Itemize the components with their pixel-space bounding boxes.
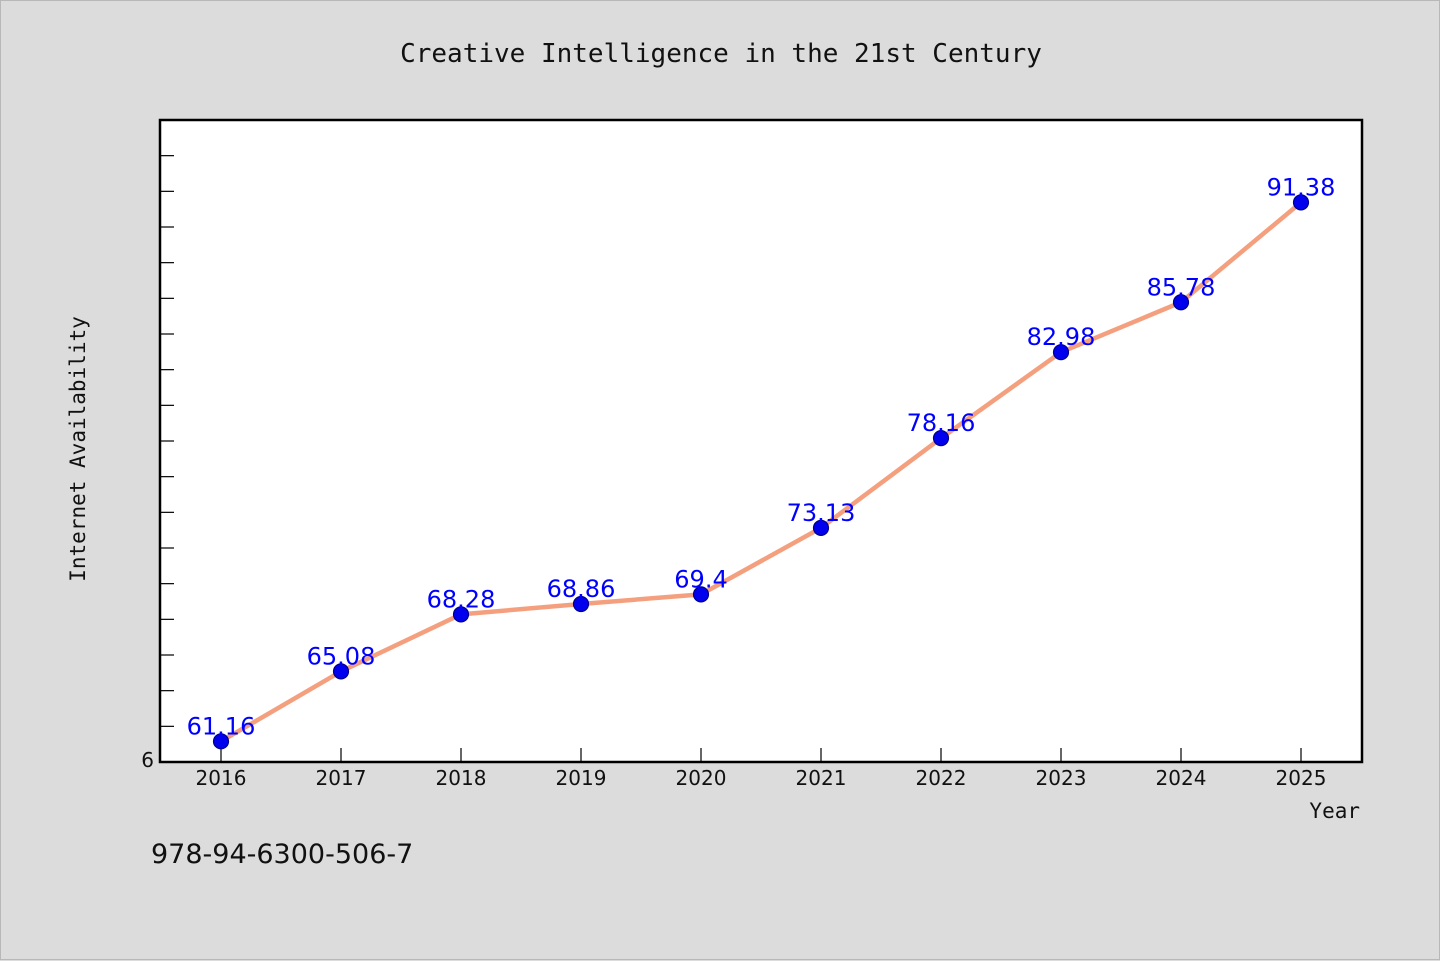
isbn-text: 978-94-6300-506-7 bbox=[151, 839, 413, 870]
x-tick-label: 2022 bbox=[916, 766, 967, 790]
data-point bbox=[932, 430, 950, 447]
data-point bbox=[812, 519, 830, 536]
x-tick-label: 2017 bbox=[316, 766, 367, 790]
data-point bbox=[332, 663, 350, 680]
x-tick-labels: 2016 2017 2018 2019 2020 2021 2022 2023 2024 2025 bbox=[196, 766, 1327, 790]
data-label: 68.86 bbox=[547, 575, 616, 603]
y-axis-ticks bbox=[160, 155, 174, 727]
series-line bbox=[218, 200, 1304, 744]
data-markers bbox=[212, 194, 1310, 750]
data-label: 69.4 bbox=[674, 565, 727, 593]
x-tick-label: 2025 bbox=[1276, 766, 1327, 790]
x-tick-label: 2018 bbox=[436, 766, 487, 790]
x-tick-label: 2021 bbox=[796, 766, 847, 790]
x-tick-label: 2019 bbox=[556, 766, 607, 790]
data-label: 82.98 bbox=[1027, 323, 1096, 351]
data-point bbox=[1292, 194, 1310, 211]
x-axis-label: Year bbox=[1309, 799, 1360, 823]
data-label: 78.16 bbox=[907, 409, 976, 437]
x-axis-ticks bbox=[220, 748, 1302, 762]
data-label: 73.13 bbox=[787, 499, 856, 527]
x-tick-label: 2023 bbox=[1036, 766, 1087, 790]
data-point bbox=[452, 606, 470, 623]
data-label: 61.16 bbox=[187, 712, 256, 740]
x-tick-label: 2016 bbox=[196, 766, 247, 790]
data-point bbox=[1052, 344, 1070, 361]
y-axis-label: Internet Availability bbox=[66, 316, 90, 582]
data-point bbox=[212, 733, 230, 750]
data-label: 91.38 bbox=[1267, 173, 1336, 201]
x-tick-label: 2020 bbox=[676, 766, 727, 790]
data-label: 68.28 bbox=[427, 585, 496, 613]
data-point bbox=[572, 595, 590, 613]
plot-area bbox=[158, 118, 1364, 764]
data-point bbox=[692, 586, 710, 603]
data-label: 85.78 bbox=[1147, 273, 1216, 301]
data-label: 65.08 bbox=[307, 642, 376, 670]
data-point bbox=[1172, 294, 1190, 311]
data-labels: 61.16 65.08 68.28 68.86 69.4 73.13 78.16 82.98 8… bbox=[187, 173, 1336, 740]
chart-title: Creative Intelligence in the 21st Centur… bbox=[400, 39, 1042, 69]
y-tick-label: 6 bbox=[141, 748, 154, 772]
x-tick-label: 2024 bbox=[1156, 766, 1207, 790]
